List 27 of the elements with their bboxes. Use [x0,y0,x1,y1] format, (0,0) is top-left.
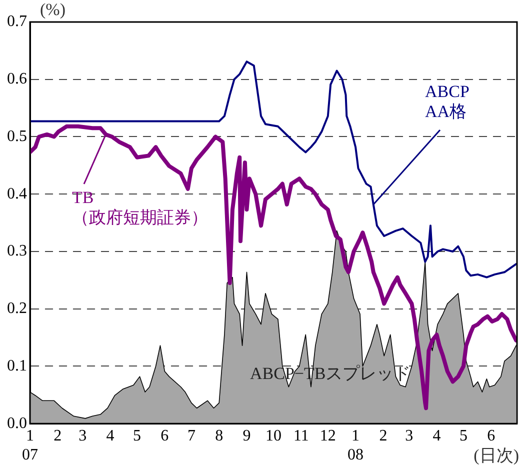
x-tick-label: 5 [459,427,468,444]
y-tick-label: 0.5 [7,128,27,145]
y-tick-label: 0.1 [7,357,27,374]
x-axis-title: (日次) [474,446,519,466]
x-tick-label: 5 [133,427,142,444]
x-tick-label: 3 [405,427,414,444]
y-tick-label: 0.2 [7,300,27,318]
y-tick-label: 0.4 [7,185,27,202]
x-tick-label: 9 [242,427,251,444]
y-tick-label: 0.6 [7,70,27,88]
y-tick-label: 0.7 [7,13,27,30]
x-tick-label: 3 [78,427,87,444]
x-tick-label: 4 [432,427,441,444]
x-tick-label: 2 [54,427,62,444]
text: ABCP AA格 [425,82,470,123]
x-tick-label: 6 [487,427,496,444]
x-tick-label: 4 [106,427,114,444]
x-tick-label: 1 08 [348,427,364,464]
x-tick-label: 2 [379,427,388,444]
x-tick-label: 10 [266,427,282,444]
x-tick-label: 12 [320,427,336,444]
x-tick-label: 8 [215,427,224,444]
x-tick-label: 7 [187,427,196,444]
x-tick-label: 11 [293,427,309,444]
y-axis-title: (%) [40,0,66,20]
y-tick-label: 0.3 [7,242,27,260]
x-tick-label: 6 [160,427,169,444]
